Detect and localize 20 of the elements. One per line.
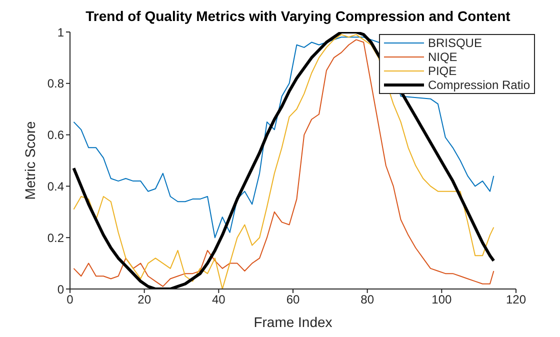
x-tick-label: 80 <box>360 292 374 307</box>
y-tick-label: 0.2 <box>47 230 64 245</box>
x-tick-label: 120 <box>506 292 526 307</box>
y-tick-label: 1 <box>57 25 64 40</box>
legend-label: PIQE <box>428 64 457 78</box>
y-tick-label: 0 <box>57 282 64 296</box>
x-tick-label: 20 <box>138 292 152 307</box>
y-axis-title: Metric Score <box>22 121 38 200</box>
x-axis-title: Frame Index <box>254 314 332 330</box>
chart-title: Trend of Quality Metrics with Varying Compression and Content <box>84 8 512 24</box>
x-tick-label: 60 <box>286 292 300 307</box>
legend-label: Compression Ratio <box>428 78 530 92</box>
legend-label: BRISQUE <box>428 36 482 50</box>
legend-label: NIQE <box>428 50 458 64</box>
x-tick-label: 100 <box>432 292 452 307</box>
y-tick-label: 0.4 <box>47 179 64 194</box>
y-tick-label: 0.6 <box>47 128 64 142</box>
x-tick-label: 40 <box>212 292 226 307</box>
y-tick-label: 0.8 <box>47 76 64 91</box>
x-tick-label: 0 <box>66 292 74 307</box>
